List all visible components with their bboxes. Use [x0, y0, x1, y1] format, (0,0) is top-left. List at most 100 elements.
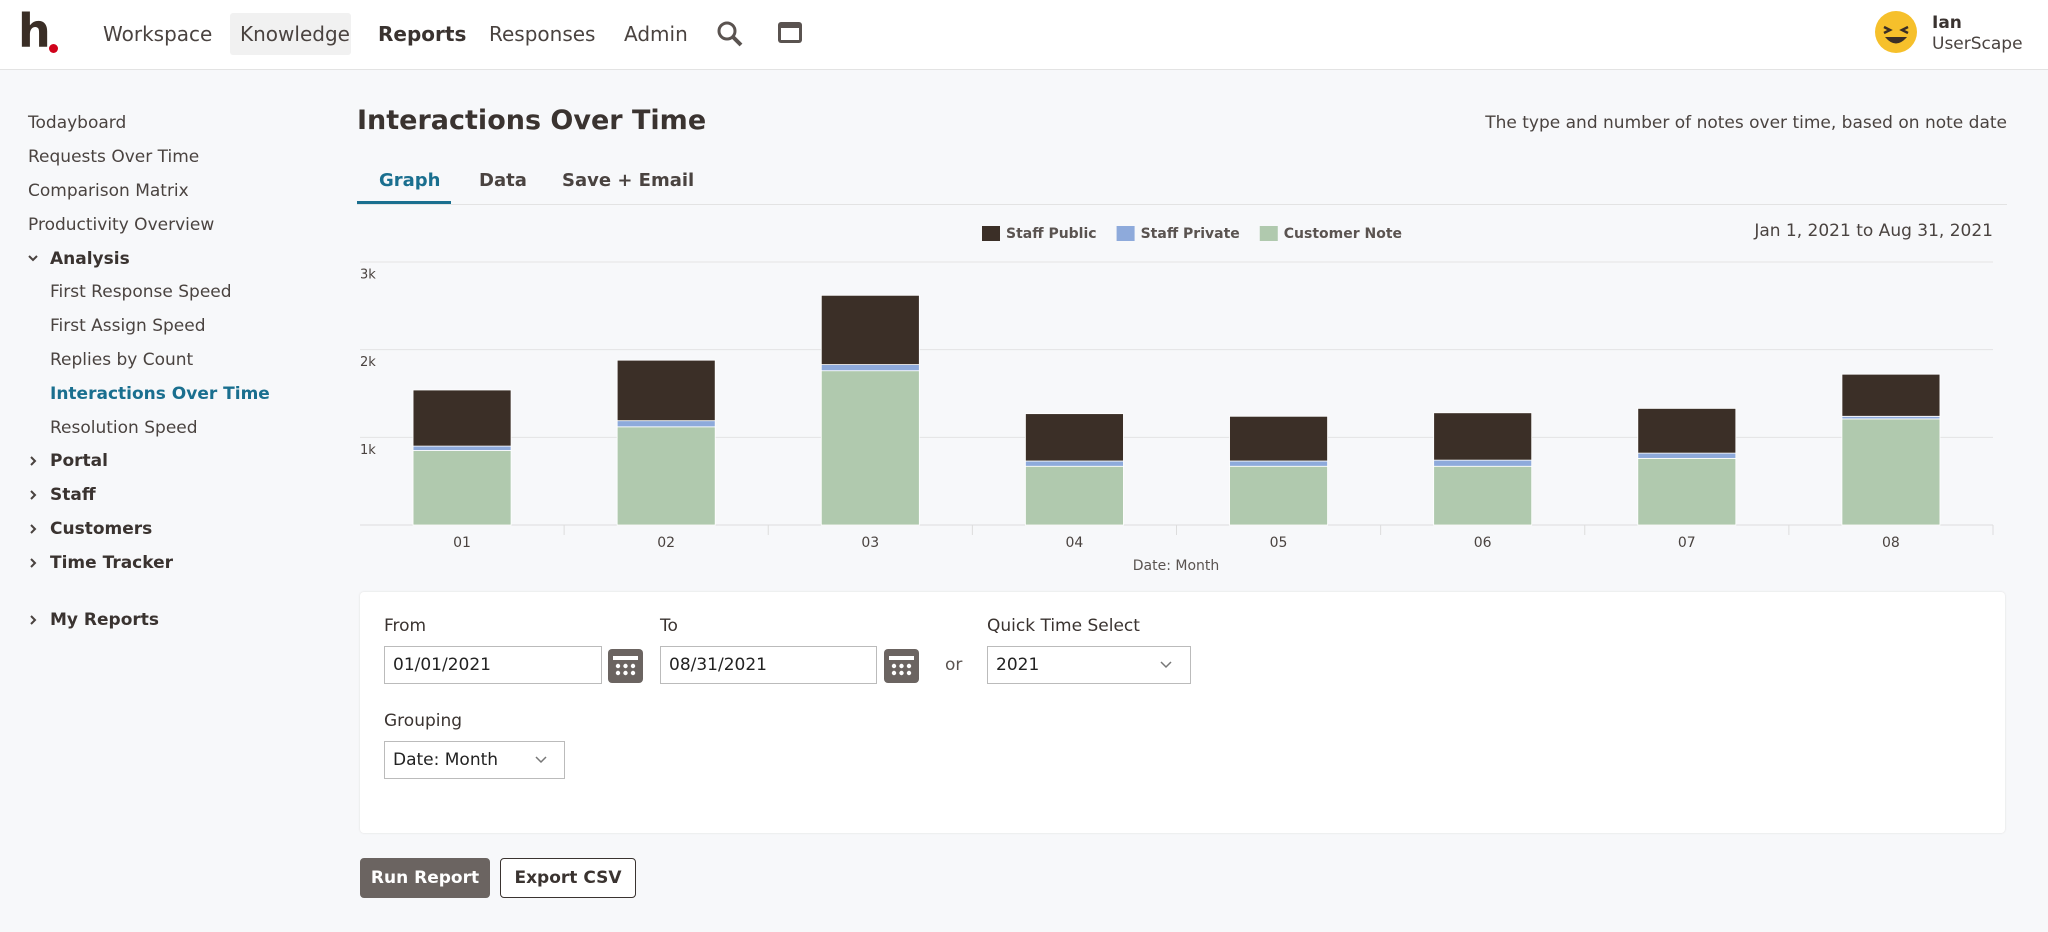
- legend-label: Staff Private: [1141, 226, 1240, 242]
- nav-item[interactable]: Reports: [378, 22, 467, 46]
- page-title: Interactions Over Time: [357, 105, 707, 136]
- select[interactable]: 2021: [987, 646, 1191, 684]
- bar-segment: [616, 426, 716, 526]
- x-tick-label: 08: [1882, 535, 1900, 551]
- bar-segment: [820, 364, 920, 372]
- date-range: Jan 1, 2021 to Aug 31, 2021: [1753, 221, 1993, 241]
- sidebar-link[interactable]: Comparison Matrix: [28, 181, 189, 201]
- chevron-right: [30, 456, 37, 466]
- bar-segment: [1637, 457, 1737, 526]
- export-csv-button[interactable]: Export CSV: [500, 858, 636, 898]
- sidebar-link[interactable]: First Response Speed: [50, 282, 232, 302]
- date-input[interactable]: 08/31/2021: [660, 646, 877, 684]
- x-tick-label: 01: [453, 535, 471, 551]
- chevron-right: [30, 558, 37, 568]
- nav-item[interactable]: Admin: [624, 22, 688, 46]
- y-tick-label: 3k: [360, 268, 376, 283]
- y-tick-label: 1k: [360, 443, 376, 458]
- tab-active[interactable]: Graph: [379, 170, 441, 191]
- top-nav: h Workspace Knowledge Reports Responses …: [0, 0, 2048, 70]
- nav-item[interactable]: Workspace: [103, 22, 213, 46]
- sidebar-group[interactable]: Staff: [50, 485, 96, 505]
- bar-segment: [1841, 418, 1941, 526]
- legend-swatch: [1116, 226, 1135, 241]
- calendar-button[interactable]: [608, 649, 643, 683]
- legend-swatch: [982, 226, 1000, 241]
- bar-segment: [1841, 373, 1941, 417]
- chevron-down: [28, 255, 38, 262]
- sidebar-group[interactable]: Time Tracker: [50, 553, 174, 573]
- field-label: Grouping: [384, 711, 463, 731]
- sidebar-link[interactable]: Requests Over Time: [28, 147, 200, 167]
- sidebar-group[interactable]: Analysis: [50, 249, 130, 269]
- legend-label: Staff Public: [1006, 226, 1097, 242]
- bar-segment: [1025, 465, 1124, 526]
- calendar-button[interactable]: [884, 649, 919, 683]
- bar-segment: [412, 389, 512, 447]
- bar-segment: [412, 445, 512, 451]
- tab[interactable]: Save + Email: [562, 170, 695, 191]
- x-tick-label: 04: [1066, 535, 1084, 551]
- bar-segment: [820, 370, 920, 526]
- nav-item[interactable]: Responses: [489, 22, 596, 46]
- or-text: or: [945, 655, 963, 675]
- sidebar-link[interactable]: Todayboard: [28, 113, 127, 133]
- bar-segment: [1637, 408, 1737, 454]
- field-label: From: [384, 616, 427, 636]
- avatar[interactable]: [1874, 10, 1918, 54]
- chevron-right: [30, 490, 37, 500]
- x-tick-label: 03: [861, 535, 879, 551]
- legend-label: Customer Note: [1284, 226, 1402, 242]
- x-tick-label: 02: [657, 535, 675, 551]
- date-input[interactable]: 01/01/2021: [384, 646, 602, 684]
- bar-segment: [1229, 465, 1328, 526]
- x-tick-label: 06: [1474, 535, 1492, 551]
- logo-dot: [49, 44, 58, 53]
- tab[interactable]: Data: [479, 170, 527, 191]
- bar-segment: [412, 450, 512, 526]
- search-icon[interactable]: [716, 20, 744, 48]
- chevron-right: [30, 615, 37, 625]
- bar-segment: [1229, 415, 1328, 462]
- bar-segment: [616, 359, 716, 422]
- logo[interactable]: h: [18, 4, 51, 58]
- bar-segment: [1433, 459, 1533, 467]
- x-tick-label: 07: [1678, 535, 1696, 551]
- select[interactable]: Date: Month: [384, 741, 565, 779]
- bar-segment: [1433, 412, 1533, 461]
- sidebar-group[interactable]: Portal: [50, 451, 108, 471]
- field-label: To: [660, 616, 678, 636]
- sidebar-link-active[interactable]: Interactions Over Time: [50, 384, 270, 404]
- run-report-button[interactable]: Run Report: [360, 858, 490, 898]
- form-panel: [360, 592, 2005, 833]
- tab-underline: [357, 201, 451, 204]
- sidebar-group[interactable]: My Reports: [50, 610, 160, 630]
- x-tick-label: 05: [1270, 535, 1288, 551]
- bar-segment: [1637, 452, 1737, 459]
- nav-item[interactable]: Knowledge: [240, 22, 350, 46]
- chart: Jan 1, 2021 to Aug 31, 2021 Date: Month …: [360, 221, 1994, 574]
- bar-segment: [1025, 413, 1124, 462]
- sidebar-link[interactable]: Replies by Count: [50, 350, 194, 370]
- select-arrow: [1160, 661, 1172, 669]
- sidebar-group[interactable]: Customers: [50, 519, 153, 539]
- window-icon[interactable]: [777, 20, 803, 46]
- bar-segment: [1433, 465, 1533, 526]
- select-arrow: [535, 756, 547, 764]
- page-description: The type and number of notes over time, …: [1485, 113, 2007, 133]
- field-label: Quick Time Select: [987, 616, 1140, 636]
- sidebar-link[interactable]: First Assign Speed: [50, 316, 206, 336]
- sidebar-link[interactable]: Productivity Overview: [28, 215, 215, 235]
- nav-highlight: [230, 13, 351, 55]
- bar-segment: [820, 294, 920, 365]
- y-tick-label: 2k: [360, 355, 376, 370]
- legend-swatch: [1259, 226, 1278, 241]
- user-name: Ian: [1932, 13, 1962, 33]
- chevron-right: [30, 524, 37, 534]
- tab-border: [357, 204, 2007, 205]
- sidebar-link[interactable]: Resolution Speed: [50, 418, 198, 438]
- bar-segment: [1025, 460, 1124, 467]
- bar-segment: [1229, 460, 1328, 467]
- user-org: UserScape: [1932, 34, 2023, 54]
